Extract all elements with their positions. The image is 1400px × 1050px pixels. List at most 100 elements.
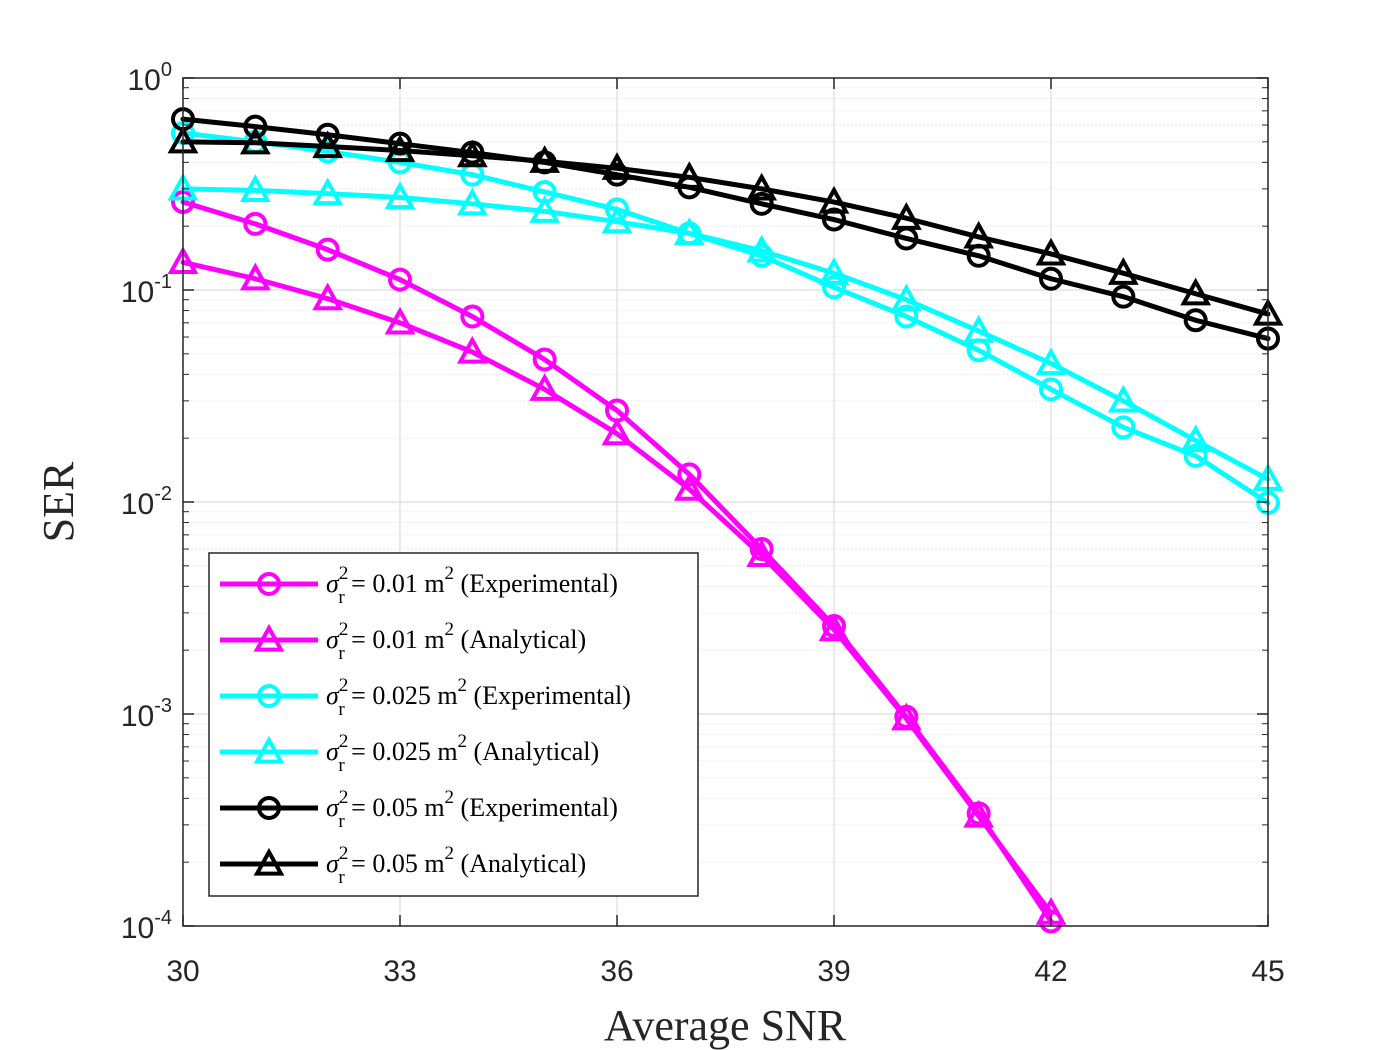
legend-swatch-marker bbox=[253, 735, 285, 764]
y-tick-label: 10-1 bbox=[121, 271, 172, 309]
data-point bbox=[890, 283, 922, 312]
data-point bbox=[818, 613, 850, 642]
legend-sub: r bbox=[338, 755, 345, 776]
axis-ticks bbox=[182, 77, 1269, 927]
data-point bbox=[673, 161, 705, 189]
data-point bbox=[1107, 384, 1139, 413]
data-point bbox=[601, 152, 633, 180]
legend-kind: (Analytical) bbox=[454, 849, 586, 878]
legend-box bbox=[208, 552, 699, 897]
data-point bbox=[239, 262, 271, 291]
data-point bbox=[1180, 424, 1212, 453]
data-point bbox=[890, 702, 922, 731]
y-tick-base: 10 bbox=[128, 64, 161, 97]
data-point bbox=[529, 195, 561, 223]
series-layer bbox=[167, 107, 1284, 934]
y-tick-base: 10 bbox=[121, 700, 154, 733]
data-point bbox=[1107, 257, 1139, 285]
data-point bbox=[1039, 266, 1063, 291]
y-tick-exponent: 0 bbox=[161, 59, 172, 81]
legend-kind: (Experimental) bbox=[454, 569, 618, 598]
data-point bbox=[529, 145, 561, 173]
legend-swatch-marker bbox=[257, 796, 281, 820]
data-point bbox=[1111, 284, 1136, 309]
legend-swatch-marker bbox=[253, 847, 285, 876]
y-tick-base: 10 bbox=[121, 912, 154, 945]
data-point bbox=[532, 347, 557, 372]
data-point bbox=[239, 126, 271, 155]
data-point bbox=[1111, 415, 1136, 440]
legend-item: σ2 r = 0.01 m2 (Experimental) bbox=[220, 563, 618, 608]
data-point bbox=[1039, 377, 1063, 402]
data-point bbox=[601, 205, 633, 234]
legend-item: σ2 r = 0.05 m2 (Experimental) bbox=[220, 787, 618, 832]
legend-kind: (Analytical) bbox=[467, 737, 599, 766]
legend-label: σ2 r = 0.025 m2 (Experimental) bbox=[326, 675, 631, 720]
legend-sym: σ bbox=[326, 737, 340, 766]
y-tick-base: 10 bbox=[121, 488, 154, 521]
x-tick-label: 33 bbox=[383, 955, 416, 988]
legend-label: σ2 r = 0.025 m2 (Analytical) bbox=[326, 731, 599, 776]
y-tick-label: 10-3 bbox=[121, 695, 172, 733]
data-point bbox=[315, 237, 340, 262]
data-point bbox=[312, 177, 344, 206]
legend-kind: (Experimental) bbox=[454, 793, 618, 822]
legend-label: σ2 r = 0.01 m2 (Analytical) bbox=[326, 619, 586, 664]
series-6 bbox=[167, 125, 1284, 326]
legend-label: σ2 r = 0.05 m2 (Analytical) bbox=[326, 843, 586, 888]
legend-sup: 2 bbox=[339, 731, 349, 752]
y-tick-exponent: -4 bbox=[154, 907, 172, 929]
legend-value: = 0.05 m bbox=[345, 793, 445, 822]
data-point bbox=[673, 217, 705, 245]
legend-swatch-marker bbox=[257, 684, 281, 708]
data-point bbox=[818, 257, 850, 285]
x-tick-label: 39 bbox=[817, 955, 850, 988]
data-point bbox=[677, 462, 702, 487]
y-tick-base: 10 bbox=[121, 276, 154, 309]
legend-sym: σ bbox=[326, 793, 340, 822]
data-point bbox=[529, 373, 561, 401]
data-point bbox=[963, 314, 995, 343]
legend-item: σ2 r = 0.01 m2 (Analytical) bbox=[220, 619, 586, 664]
y-axis-label: SER bbox=[34, 461, 83, 542]
data-point bbox=[963, 799, 995, 828]
legend-label: σ2 r = 0.05 m2 (Experimental) bbox=[326, 787, 618, 832]
legend-unit-exp: 2 bbox=[445, 619, 455, 640]
data-point bbox=[822, 207, 846, 232]
legend: σ2 r = 0.01 m2 (Experimental)σ2 r = 0.01 m… bbox=[208, 552, 699, 897]
data-point bbox=[312, 130, 344, 159]
legend-unit-exp: 2 bbox=[458, 675, 468, 696]
data-point bbox=[1183, 443, 1208, 468]
data-point bbox=[460, 304, 485, 329]
legend-value: = 0.01 m bbox=[345, 569, 445, 598]
y-tick-exponent: -1 bbox=[154, 271, 172, 293]
legend-swatch-marker bbox=[253, 623, 285, 652]
data-point bbox=[746, 539, 778, 567]
legend-item: σ2 r = 0.025 m2 (Experimental) bbox=[220, 675, 631, 720]
x-tick-label: 42 bbox=[1034, 955, 1067, 988]
series-line bbox=[180, 186, 1271, 482]
data-point bbox=[243, 114, 268, 139]
y-tick-exponent: -2 bbox=[154, 483, 172, 505]
data-point bbox=[456, 139, 488, 168]
series-line bbox=[180, 116, 1271, 342]
y-tick-label: 10-4 bbox=[121, 907, 172, 945]
data-point bbox=[1035, 347, 1067, 376]
x-tick-labels: 30 33 36 39 42 45 bbox=[166, 955, 1284, 988]
legend-unit-exp: 2 bbox=[445, 843, 455, 864]
data-point bbox=[673, 473, 705, 501]
x-axis-label: Average SNR bbox=[604, 1001, 847, 1050]
legend-value: = 0.025 m bbox=[345, 737, 458, 766]
legend-sym: σ bbox=[326, 849, 340, 878]
legend-swatch-marker bbox=[257, 572, 281, 596]
data-point bbox=[963, 220, 995, 249]
legend-sub: r bbox=[338, 811, 345, 832]
legend-sym: σ bbox=[326, 681, 340, 710]
legend-value: = 0.01 m bbox=[345, 625, 445, 654]
data-point bbox=[456, 335, 488, 364]
legend-sup: 2 bbox=[339, 787, 349, 808]
x-tick-label: 45 bbox=[1251, 955, 1284, 988]
data-point bbox=[1035, 237, 1067, 266]
